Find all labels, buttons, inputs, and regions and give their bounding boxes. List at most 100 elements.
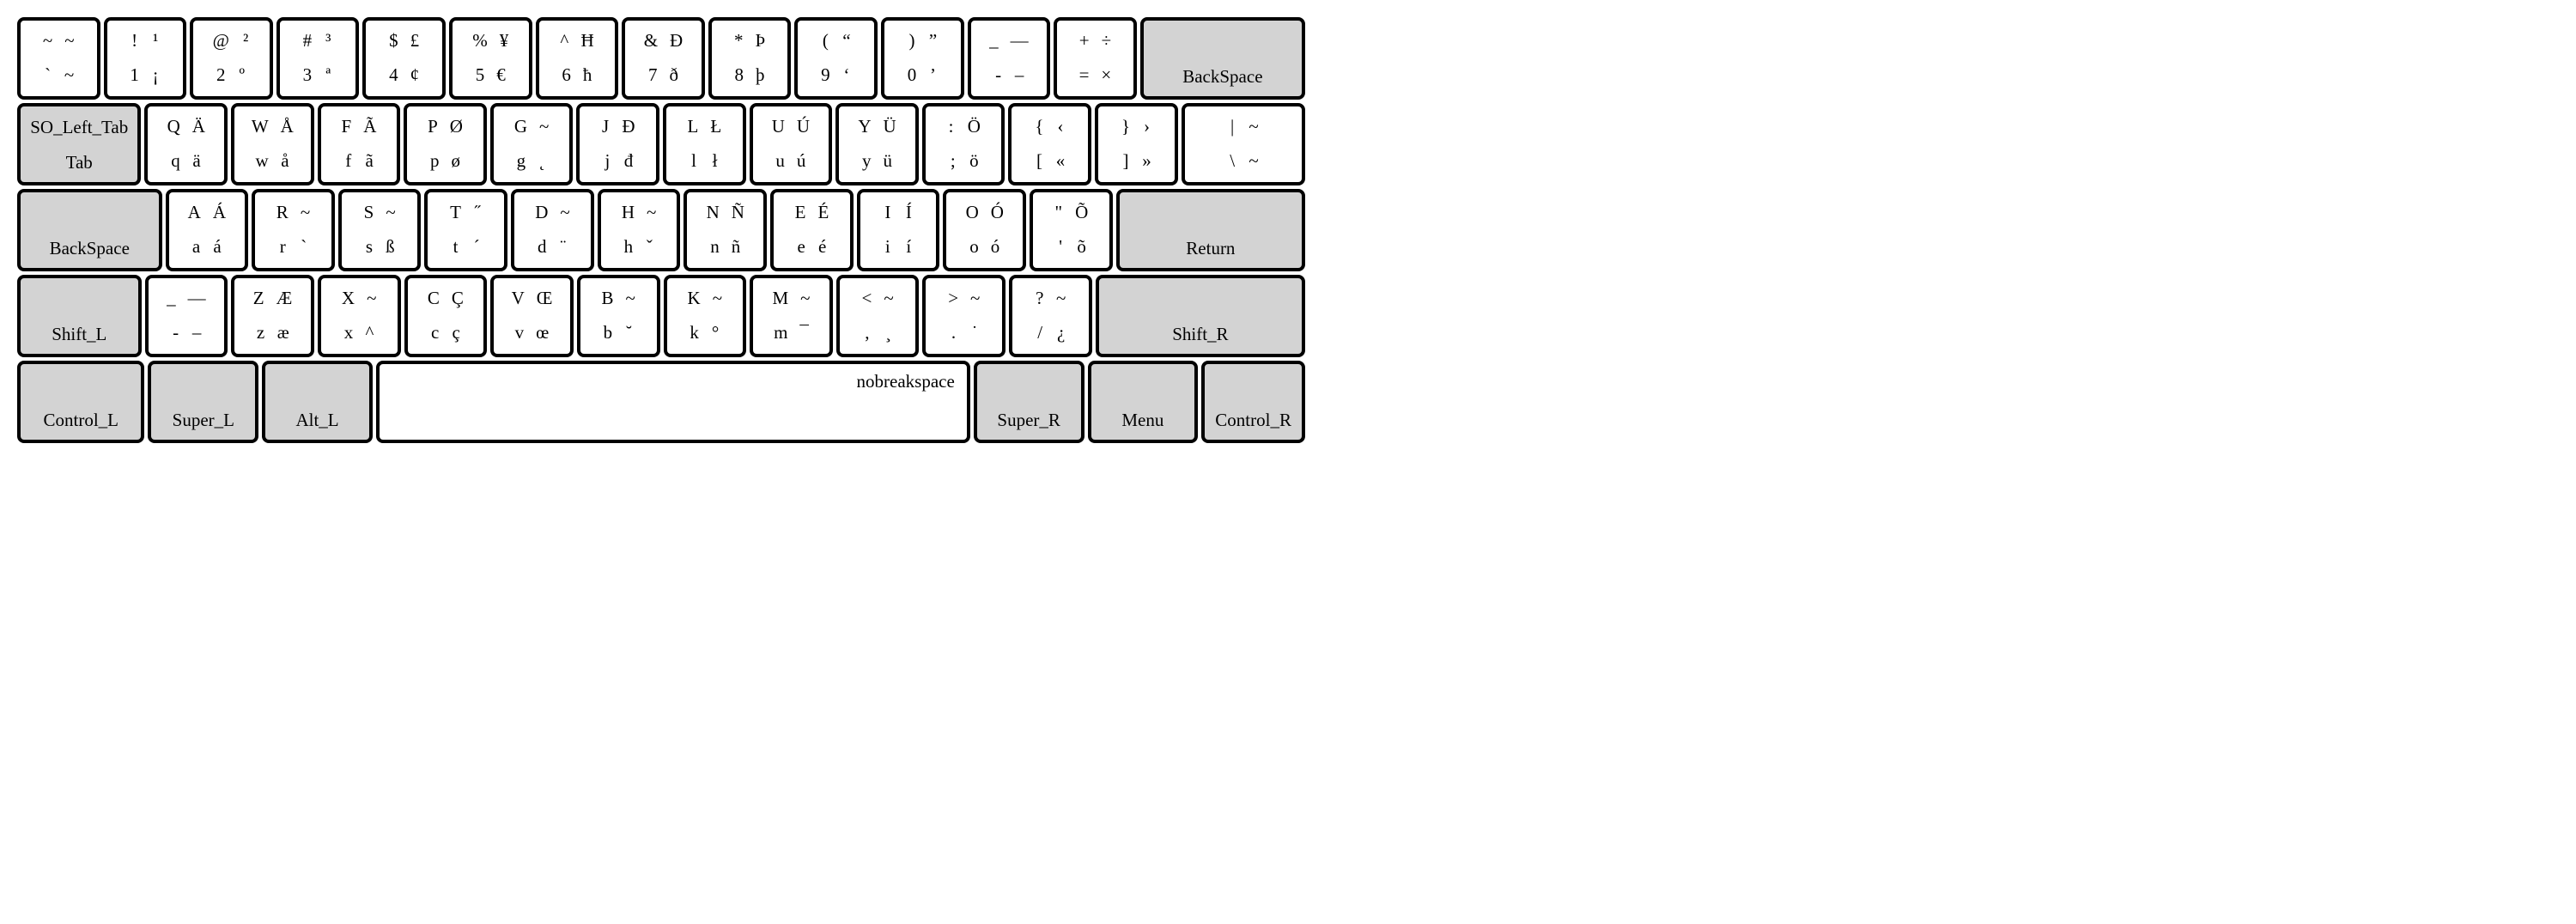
key-modifier[interactable]: Control_L [17, 361, 144, 443]
key-top-left: * [734, 30, 744, 52]
key-top-right: Ç [452, 288, 464, 309]
key-bottom-right: ø [452, 150, 461, 172]
key-modifier[interactable]: SO_Left_TabTab [17, 103, 141, 185]
key-char[interactable]: _— -– [968, 17, 1051, 100]
key-char[interactable]: PØ pø [404, 103, 487, 185]
key-top-left: ? [1036, 288, 1045, 309]
key-bottom-line: ;ö [931, 150, 997, 172]
key-char[interactable]: }›]» [1095, 103, 1178, 185]
key-bottom-line: lł [671, 150, 738, 172]
key-char[interactable]: !¹1¡ [104, 17, 187, 100]
key-char[interactable]: NÑnñ [683, 189, 767, 271]
key-char[interactable]: H~hˇ [598, 189, 681, 271]
key-char[interactable]: #³3ª [276, 17, 360, 100]
key-top-right: Á [213, 202, 226, 223]
key-bottom-line: 2º [198, 64, 264, 86]
key-bottom-left: p [430, 150, 440, 172]
key-char[interactable]: JĐjđ [576, 103, 659, 185]
key-bottom-left: 3 [303, 64, 313, 86]
key-bottom-right: ’ [928, 64, 938, 86]
modifier-label: BackSpace [1144, 66, 1302, 88]
key-char[interactable]: T˝t´ [424, 189, 507, 271]
key-bottom-left: d [538, 236, 547, 258]
key-char[interactable]: $£4¢ [362, 17, 446, 100]
key-char[interactable]: *Þ8þ [708, 17, 792, 100]
key-bottom-line: d¨ [519, 236, 586, 258]
key-modifier[interactable]: Super_R [974, 361, 1084, 443]
key-char[interactable]: OÓoó [943, 189, 1026, 271]
key-top-right: ~ [800, 288, 810, 309]
key-modifier[interactable]: Control_R [1201, 361, 1305, 443]
key-bottom-line: -– [976, 64, 1042, 86]
key-char[interactable]: ZÆzæ [231, 275, 314, 357]
key-char[interactable]: {‹[« [1008, 103, 1091, 185]
key-char[interactable]: %¥5€ [449, 17, 532, 100]
key-char[interactable]: K~k° [664, 275, 747, 357]
key-char[interactable]: LŁlł [663, 103, 746, 185]
key-bottom-left: f [343, 150, 353, 172]
key-char[interactable]: QÄqä [144, 103, 228, 185]
key-char[interactable]: )”0’ [881, 17, 964, 100]
key-char[interactable]: &Ð7ð [622, 17, 705, 100]
key-char[interactable]: D~d¨ [511, 189, 594, 271]
modifier-label: Control_R [1205, 410, 1302, 431]
key-char[interactable]: X~x^ [318, 275, 401, 357]
key-top-line: "Õ [1038, 202, 1104, 223]
key-char[interactable]: S~sß [338, 189, 422, 271]
key-char[interactable]: >~.˙ [922, 275, 1005, 357]
key-char[interactable]: YÜyü [835, 103, 919, 185]
key-modifier[interactable]: Return [1116, 189, 1305, 271]
key-top-line: _— [976, 30, 1042, 52]
key-char[interactable]: "Õ'õ [1030, 189, 1113, 271]
key-char[interactable]: @² 2º [190, 17, 273, 100]
key-char[interactable]: UÚuú [750, 103, 833, 185]
key-top-line: PØ [412, 116, 478, 137]
key-char[interactable]: M~m¯ [750, 275, 833, 357]
key-top-line: VŒ [499, 288, 565, 309]
key-char[interactable]: IÍií [857, 189, 940, 271]
key-char[interactable]: (“9‘ [794, 17, 878, 100]
key-top-left: B [601, 288, 613, 309]
key-char[interactable]: +÷=× [1054, 17, 1137, 100]
key-space[interactable]: nobreakspace [376, 361, 970, 443]
key-char[interactable]: EÉeé [770, 189, 854, 271]
key-top-line: ^Ħ [544, 30, 611, 52]
key-bottom-right: ¿ [1056, 322, 1066, 343]
key-char[interactable]: VŒvœ [490, 275, 574, 357]
key-char[interactable]: ?~/¿ [1009, 275, 1092, 357]
key-modifier[interactable]: BackSpace [1140, 17, 1305, 100]
key-modifier[interactable]: Super_L [148, 361, 258, 443]
key-char[interactable]: ^Ħ6ħ [536, 17, 619, 100]
key-modifier[interactable]: Alt_L [262, 361, 373, 443]
key-char[interactable]: WÅwå [231, 103, 314, 185]
key-top-line: IÍ [866, 202, 932, 223]
key-char[interactable]: <~,¸ [836, 275, 920, 357]
key-bottom-line: sß [347, 236, 413, 258]
key-top-left: J [601, 116, 611, 137]
key-top-left: ^ [560, 30, 569, 52]
key-top-line: @² [198, 30, 264, 52]
key-top-right: Ñ [732, 202, 744, 223]
key-char[interactable]: :Ö;ö [922, 103, 1005, 185]
key-modifier[interactable]: Shift_R [1096, 275, 1305, 357]
key-char[interactable]: _—-– [145, 275, 228, 357]
key-modifier[interactable]: Menu [1088, 361, 1199, 443]
key-char[interactable]: G~g˛ [490, 103, 574, 185]
key-bottom-line: pø [412, 150, 478, 172]
key-char[interactable]: ~~`~ [17, 17, 100, 100]
key-char[interactable]: CÇcç [404, 275, 488, 357]
key-bottom-line: 8þ [717, 64, 783, 86]
key-char[interactable]: FÃfã [318, 103, 401, 185]
key-char[interactable]: |~\~ [1182, 103, 1305, 185]
key-modifier[interactable]: Shift_L [17, 275, 142, 357]
key-char[interactable]: R~r` [252, 189, 335, 271]
key-bottom-line: 5€ [458, 64, 524, 86]
key-bottom-right: ü [884, 150, 893, 172]
key-char[interactable]: AÁaá [166, 189, 249, 271]
key-bottom-left: / [1036, 322, 1045, 343]
key-top-line: |~ [1190, 116, 1297, 137]
modifier-label: Super_L [151, 410, 255, 431]
key-char[interactable]: B~b˘ [577, 275, 660, 357]
key-bottom-left: x [344, 322, 354, 343]
key-modifier[interactable]: BackSpace [17, 189, 162, 271]
